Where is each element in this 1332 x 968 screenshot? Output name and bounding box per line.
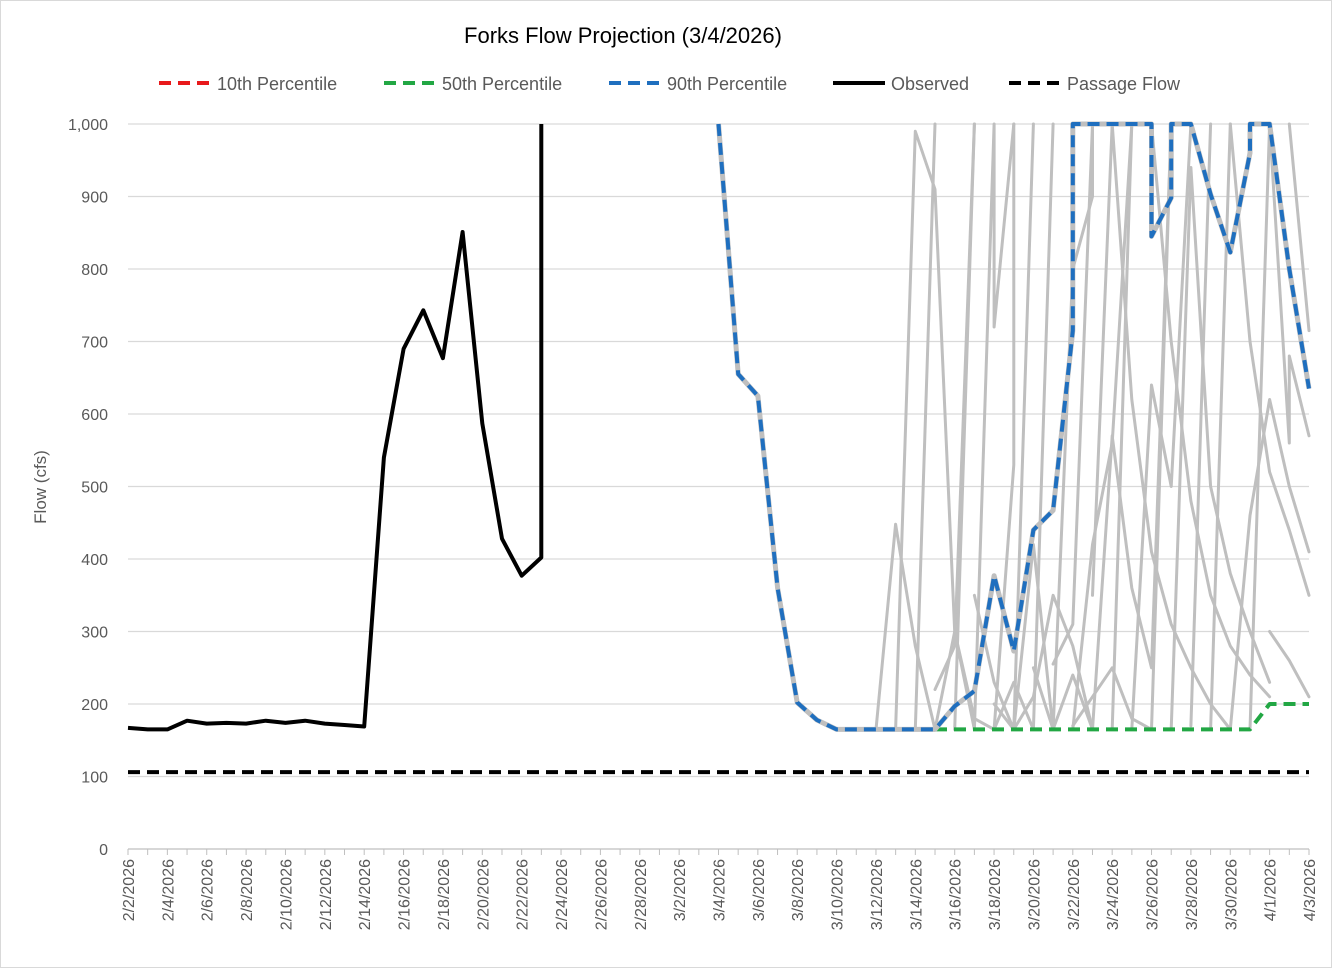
ensemble-trace — [913, 122, 937, 731]
y-tick-label: 200 — [81, 697, 108, 714]
x-tick-label: 2/8/2026 — [239, 859, 256, 921]
y-tick-label: 1,000 — [68, 117, 108, 134]
x-tick-label: 2/18/2026 — [436, 859, 453, 930]
x-tick-label: 3/20/2026 — [1026, 859, 1043, 930]
ensemble-trace — [1031, 122, 1055, 731]
x-tick-label: 3/30/2026 — [1223, 859, 1240, 930]
x-tick-label: 2/2/2026 — [121, 859, 138, 921]
x-tick-label: 3/8/2026 — [790, 859, 807, 921]
series-50th-percentile — [935, 702, 1309, 732]
legend-label-90th-percentile: 90th Percentile — [667, 74, 787, 94]
x-tick-label: 2/16/2026 — [397, 859, 414, 930]
x-tick-label: 3/2/2026 — [672, 859, 689, 921]
y-tick-label: 800 — [81, 262, 108, 279]
x-tick-label: 2/24/2026 — [554, 859, 571, 930]
x-tick-label: 2/22/2026 — [515, 859, 532, 930]
x-tick-label: 2/14/2026 — [357, 859, 374, 930]
y-tick-label: 700 — [81, 335, 108, 352]
series-layer — [127, 121, 1312, 775]
y-axis-title: Flow (cfs) — [31, 450, 50, 524]
y-tick-label: 100 — [81, 770, 108, 787]
ensemble-trace — [1051, 122, 1094, 731]
series-observed — [127, 124, 544, 732]
legend-label-passage-flow: Passage Flow — [1067, 74, 1181, 94]
ensemble-trace — [1051, 122, 1094, 666]
x-tick-label: 3/28/2026 — [1184, 859, 1201, 930]
ensemble-trace — [1110, 122, 1134, 731]
ensemble-traces — [874, 122, 1311, 731]
series-90th-percentile — [716, 122, 1311, 732]
x-tick-label: 2/12/2026 — [318, 859, 335, 930]
x-tick-label: 3/10/2026 — [830, 859, 847, 930]
ensemble-trace — [992, 122, 1016, 731]
ensemble-trace — [894, 129, 976, 731]
legend-label-10th-percentile: 10th Percentile — [217, 74, 337, 94]
chart-legend: 10th Percentile 50th Percentile 90th Perce… — [159, 74, 1181, 94]
ensemble-trace — [1228, 122, 1311, 597]
y-tick-label: 600 — [81, 407, 108, 424]
x-tick-label: 2/26/2026 — [593, 859, 610, 930]
x-tick-label: 2/28/2026 — [633, 859, 650, 930]
x-tick-label: 2/20/2026 — [475, 859, 492, 930]
x-tick-label: 3/14/2026 — [908, 859, 925, 930]
x-tick-label: 4/1/2026 — [1263, 859, 1280, 921]
x-tick-label: 2/6/2026 — [200, 859, 217, 921]
ensemble-trace — [1150, 122, 1173, 731]
ensemble-trace — [1209, 122, 1232, 731]
x-tick-label: 3/24/2026 — [1105, 859, 1122, 930]
ensemble-trace — [1091, 122, 1114, 597]
ensemble-trace — [1248, 122, 1272, 731]
ensemble-trace — [1228, 398, 1311, 731]
ensemble-trace — [1071, 666, 1153, 731]
ensemble-trace — [972, 122, 1016, 731]
legend-label-50th-percentile: 50th Percentile — [442, 74, 562, 94]
ensemble-trace — [1150, 122, 1272, 699]
x-tick-label: 3/12/2026 — [869, 859, 886, 930]
y-tick-label: 900 — [81, 190, 108, 207]
ensemble-trace — [1071, 122, 1134, 731]
ensemble-trace — [953, 122, 976, 731]
chart-title: Forks Flow Projection (3/4/2026) — [464, 23, 782, 48]
ensemble-trace — [1287, 122, 1311, 333]
y-tick-label: 400 — [81, 552, 108, 569]
legend-label-observed: Observed — [891, 74, 969, 94]
x-tick-label: 3/16/2026 — [948, 859, 965, 930]
x-tick-label: 3/22/2026 — [1066, 859, 1083, 930]
gridlines — [128, 123, 1309, 778]
y-axis: 0 100 200 300 400 500 600 700 800 900 1,000 — [68, 117, 108, 859]
ensemble-trace — [1268, 122, 1311, 445]
y-tick-label: 0 — [99, 842, 108, 859]
x-tick-label: 3/6/2026 — [751, 859, 768, 921]
x-tick-label: 2/4/2026 — [160, 859, 177, 921]
x-tick-label: 3/26/2026 — [1145, 859, 1162, 930]
ensemble-trace — [1031, 666, 1094, 731]
x-tick-label: 3/4/2026 — [712, 859, 729, 921]
ensemble-trace — [992, 593, 1094, 731]
y-tick-label: 300 — [81, 625, 108, 642]
x-tick-label: 4/3/2026 — [1302, 859, 1319, 921]
ensemble-trace — [1268, 630, 1311, 699]
x-axis: 2/2/2026 2/4/2026 2/6/2026 2/8/2026 2/10/202… — [121, 848, 1319, 930]
x-tick-label: 3/18/2026 — [987, 859, 1004, 930]
ensemble-trace — [1189, 122, 1213, 728]
y-tick-label: 500 — [81, 480, 108, 497]
x-tick-label: 2/10/2026 — [279, 859, 296, 930]
